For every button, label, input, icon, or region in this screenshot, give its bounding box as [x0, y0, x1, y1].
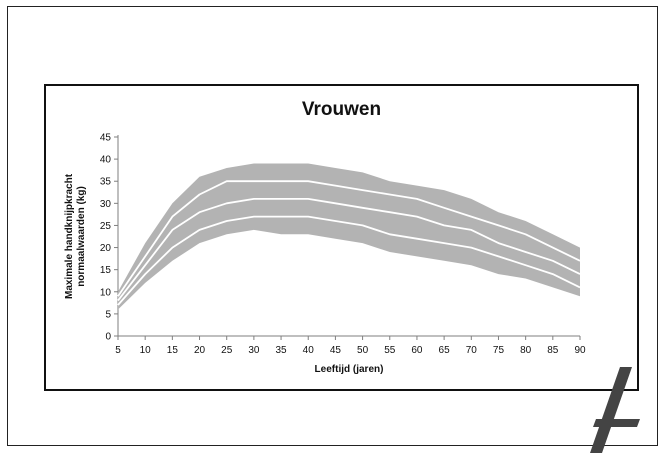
x-tick-label: 20	[194, 345, 206, 356]
x-tick-label: 15	[167, 345, 179, 356]
y-axis-label: Maximale handknijpkracht	[64, 173, 75, 299]
series-line-3	[117, 215, 581, 306]
x-tick-label: 35	[275, 345, 287, 356]
x-tick-label: 60	[411, 345, 423, 356]
x-tick-label: 40	[303, 345, 315, 356]
logo-mark	[590, 367, 640, 453]
y-tick-label: 35	[100, 177, 112, 188]
x-tick-label: 45	[330, 345, 342, 356]
y-tick-label: 30	[100, 199, 112, 210]
x-tick-label: 30	[248, 345, 260, 356]
x-tick-label: 25	[221, 345, 233, 356]
x-tick-label: 90	[574, 345, 586, 356]
series-line-2	[117, 198, 581, 302]
x-tick-label: 50	[357, 345, 369, 356]
y-axis-label: normaalwaarden (kg)	[76, 186, 87, 287]
reference-band	[118, 163, 580, 310]
x-tick-label: 80	[520, 345, 532, 356]
y-tick-label: 15	[100, 265, 112, 276]
y-tick-label: 20	[100, 243, 112, 254]
x-tick-label: 65	[439, 345, 451, 356]
x-tick-label: 85	[547, 345, 559, 356]
y-tick-label: 40	[100, 155, 112, 166]
x-tick-label: 55	[384, 345, 396, 356]
x-tick-label: 70	[466, 345, 478, 356]
x-axis-label: Leeftijd (jaren)	[315, 364, 384, 375]
series-line-1	[117, 180, 581, 297]
slide: Vrouwen 0 5 10 15 20 25 30 35 40 45 5 10 15 20 25 30 35 4…	[7, 6, 658, 453]
y-tick-label: 45	[100, 133, 112, 144]
x-tick-label: 5	[115, 345, 121, 356]
x-tick-label: 75	[493, 345, 505, 356]
y-tick-label: 0	[105, 332, 111, 343]
chart-frame: Vrouwen 0 5 10 15 20 25 30 35 40 45 5 10 15 20 25 30 35 4…	[44, 84, 639, 391]
y-tick-label: 5	[105, 309, 111, 320]
y-tick-label: 10	[100, 287, 112, 298]
y-tick-label: 25	[100, 221, 112, 232]
x-tick-label: 10	[140, 345, 152, 356]
chart-title: Vrouwen	[301, 99, 382, 120]
